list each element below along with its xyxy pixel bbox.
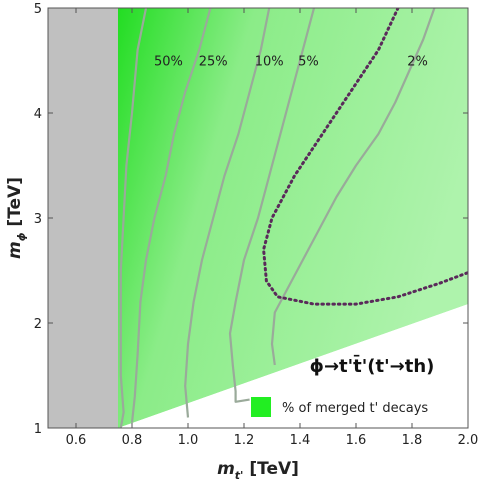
y-axis-title: mϕ [TeV]: [5, 177, 28, 259]
process-label: ϕ→t't̄'(t'→th): [310, 355, 435, 377]
x-tick-label: 1.2: [234, 433, 255, 448]
legend-label: % of merged t' decays: [282, 401, 428, 416]
y-axis-ticks: 1 2 3 4 5: [34, 2, 468, 437]
dotted-boundary: [262, 8, 468, 306]
plot-area: [48, 8, 468, 428]
contour-label: 25%: [199, 55, 228, 70]
x-tick-label: 1.6: [346, 433, 367, 448]
x-tick-label: 0.8: [122, 433, 143, 448]
x-tick-label: 1.8: [402, 433, 423, 448]
x-axis-ticks: 0.6 0.8 1.0 1.2 1.4 1.6 1.8 2.0: [66, 8, 479, 448]
contour-labels: 50% 25% 10% 5% 2%: [154, 55, 428, 70]
y-tick-label: 3: [34, 212, 42, 227]
merged-fraction-region: [118, 8, 468, 428]
y-tick-label: 1: [34, 422, 42, 437]
x-tick-label: 1.4: [290, 433, 311, 448]
x-tick-label: 1.0: [178, 433, 199, 448]
x-tick-label: 2.0: [458, 433, 479, 448]
x-tick-label: 0.6: [66, 433, 87, 448]
contour-line: [228, 8, 316, 403]
contour-label: 5%: [298, 55, 319, 70]
contour-line: [270, 8, 436, 366]
excluded-region: [48, 8, 118, 428]
x-axis-title: mt' [TeV]: [217, 459, 299, 482]
y-tick-label: 4: [34, 107, 42, 122]
contour-label: 10%: [255, 55, 284, 70]
contour-label: 50%: [154, 55, 183, 70]
y-tick-label: 2: [34, 317, 42, 332]
y-tick-label: 5: [34, 2, 42, 17]
contour-line: [130, 8, 212, 423]
contour-line: [119, 8, 148, 428]
kinematically-forbidden-region: [118, 304, 468, 428]
contour-label: 2%: [407, 55, 428, 70]
contour-lines: [119, 8, 436, 428]
contour-line: [184, 8, 271, 418]
legend-swatch: [251, 397, 271, 417]
